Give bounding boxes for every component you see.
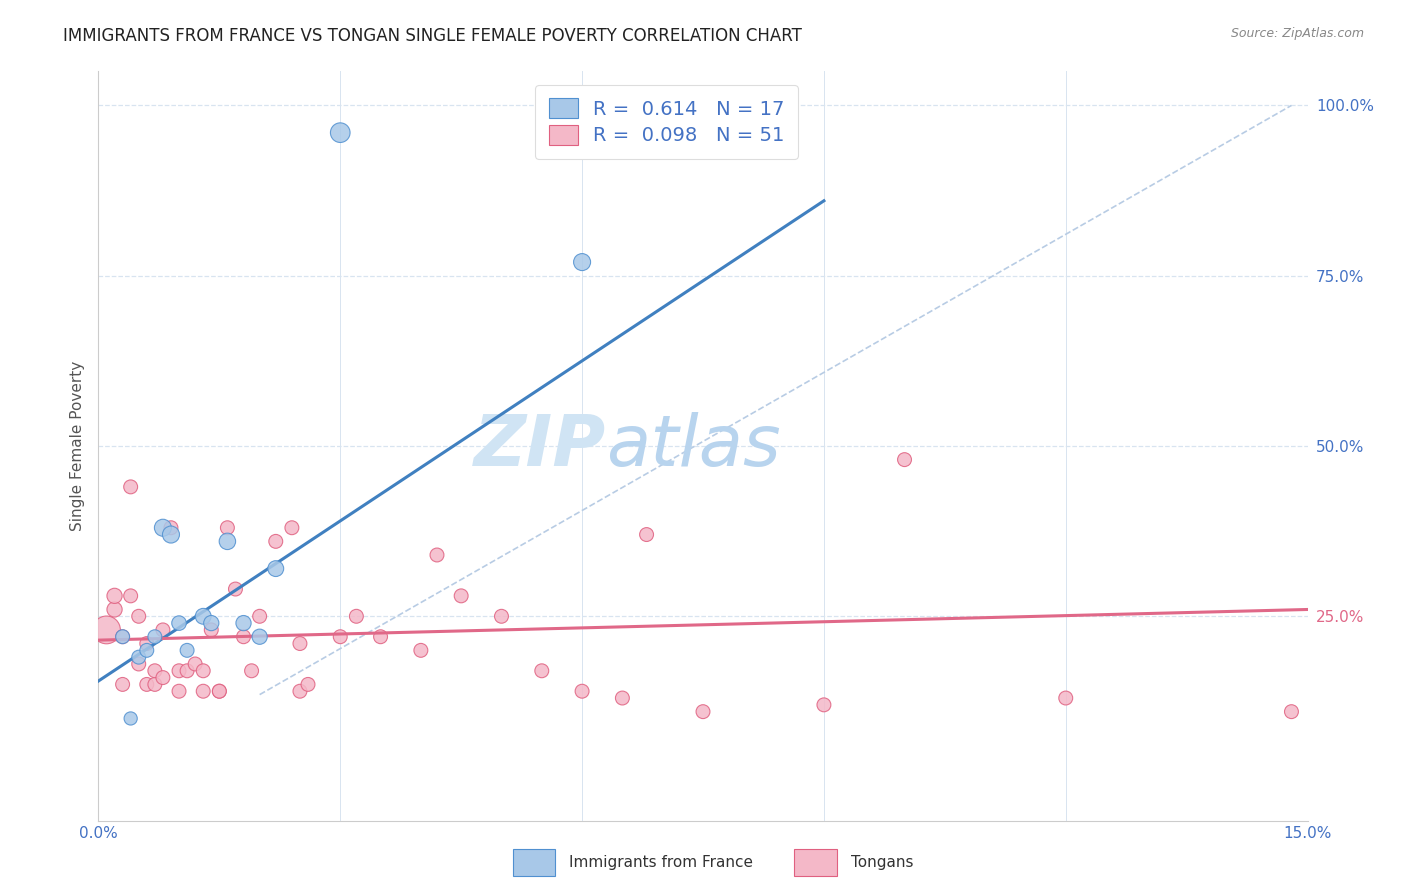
Point <box>264 534 287 549</box>
Point <box>409 643 432 657</box>
Text: ZIP: ZIP <box>474 411 606 481</box>
Point <box>692 705 714 719</box>
Point <box>167 684 190 698</box>
Point <box>176 643 198 657</box>
Point <box>571 684 593 698</box>
Point <box>1054 691 1077 706</box>
Point <box>208 684 231 698</box>
Point <box>120 480 142 494</box>
Point <box>491 609 513 624</box>
Point <box>103 589 125 603</box>
Point <box>128 650 150 665</box>
Point <box>193 664 215 678</box>
Point <box>111 630 134 644</box>
Point <box>103 602 125 616</box>
Point <box>344 609 367 624</box>
Point <box>152 521 174 535</box>
Point <box>893 452 915 467</box>
Point <box>128 657 150 671</box>
Point <box>1281 705 1303 719</box>
Point <box>135 677 157 691</box>
Point <box>297 677 319 691</box>
Point <box>217 521 239 535</box>
Point <box>111 630 134 644</box>
Point <box>152 623 174 637</box>
Point <box>193 684 215 698</box>
Point <box>813 698 835 712</box>
Point <box>200 623 222 637</box>
Point <box>370 630 392 644</box>
Point <box>143 664 166 678</box>
Point <box>111 677 134 691</box>
Point <box>281 521 304 535</box>
Text: IMMIGRANTS FROM FRANCE VS TONGAN SINGLE FEMALE POVERTY CORRELATION CHART: IMMIGRANTS FROM FRANCE VS TONGAN SINGLE … <box>63 27 803 45</box>
Point <box>288 636 311 650</box>
Point <box>193 609 215 624</box>
Legend: R =  0.614   N = 17, R =  0.098   N = 51: R = 0.614 N = 17, R = 0.098 N = 51 <box>536 85 799 159</box>
Text: Immigrants from France: Immigrants from France <box>569 855 754 870</box>
Point <box>208 684 231 698</box>
Point <box>96 623 118 637</box>
Point <box>160 521 183 535</box>
Point <box>135 636 157 650</box>
Point <box>249 630 271 644</box>
Point <box>249 609 271 624</box>
Point <box>200 616 222 631</box>
Point <box>612 691 634 706</box>
Point <box>152 671 174 685</box>
Point <box>135 643 157 657</box>
Point <box>636 527 658 541</box>
Point <box>530 664 553 678</box>
Text: Tongans: Tongans <box>851 855 912 870</box>
Point <box>167 616 190 631</box>
Y-axis label: Single Female Poverty: Single Female Poverty <box>69 361 84 531</box>
Point <box>128 609 150 624</box>
Point <box>160 527 183 541</box>
Point <box>176 664 198 678</box>
Point <box>329 630 352 644</box>
Point <box>288 684 311 698</box>
Point <box>217 534 239 549</box>
Point <box>120 589 142 603</box>
Point <box>426 548 449 562</box>
Point <box>240 664 263 678</box>
Point <box>120 711 142 725</box>
Point <box>450 589 472 603</box>
Point <box>571 255 593 269</box>
Point <box>143 677 166 691</box>
Point <box>329 126 352 140</box>
Text: Source: ZipAtlas.com: Source: ZipAtlas.com <box>1230 27 1364 40</box>
Point <box>184 657 207 671</box>
Point <box>143 630 166 644</box>
Point <box>232 630 254 644</box>
Point <box>232 616 254 631</box>
Point <box>264 561 287 575</box>
Point <box>167 664 190 678</box>
Text: atlas: atlas <box>606 411 780 481</box>
Point <box>224 582 246 596</box>
